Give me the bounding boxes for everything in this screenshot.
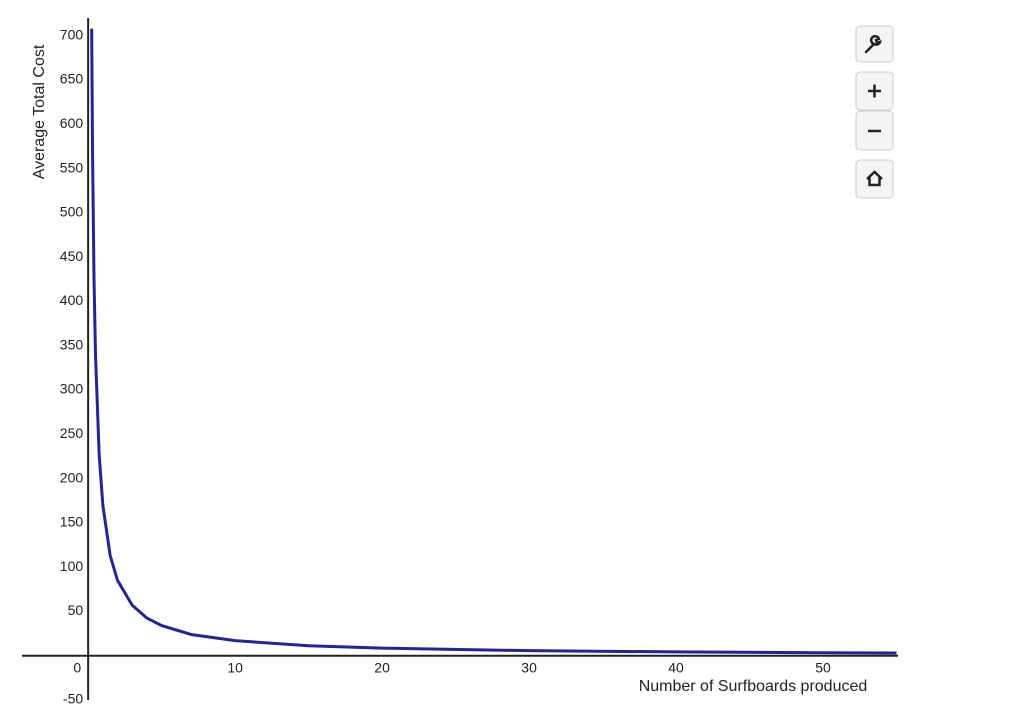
y-tick-label: 300	[60, 381, 84, 397]
y-tick-label: 350	[60, 336, 84, 352]
x-tick-label: 40	[668, 659, 684, 675]
y-tick-label: 650	[60, 71, 84, 87]
y-tick-label: 700	[60, 26, 84, 42]
wrench-button[interactable]	[855, 25, 894, 63]
home-button[interactable]	[855, 159, 894, 199]
y-tick-label: 100	[60, 558, 84, 574]
x-tick-label: 50	[815, 659, 831, 675]
y-axis-label: Average Total Cost	[31, 44, 48, 179]
plot-area	[22, 18, 898, 700]
curve	[90, 28, 897, 655]
y-tick-label: 50	[68, 602, 84, 618]
origin-label: 0	[73, 659, 81, 675]
y-tick-label: 500	[60, 204, 84, 220]
y-tick-label: 250	[60, 425, 84, 441]
x-tick-label: 30	[521, 659, 537, 675]
y-tick-label: 200	[60, 469, 84, 485]
y-tick-label: 150	[60, 514, 84, 530]
x-tick-label: 20	[374, 659, 390, 675]
y-tick-label: 550	[60, 159, 84, 175]
x-axis-label: Number of Surfboards produced	[639, 678, 868, 695]
y-tick-label: 600	[60, 115, 84, 131]
x-tick-label: 10	[227, 659, 243, 675]
zoom-in-button[interactable]	[855, 71, 894, 111]
y-tick-label: 400	[60, 292, 84, 308]
zoom-out-button[interactable]	[855, 110, 894, 151]
y-tick-label: 450	[60, 248, 84, 264]
y-tick-label: -50	[63, 691, 83, 707]
